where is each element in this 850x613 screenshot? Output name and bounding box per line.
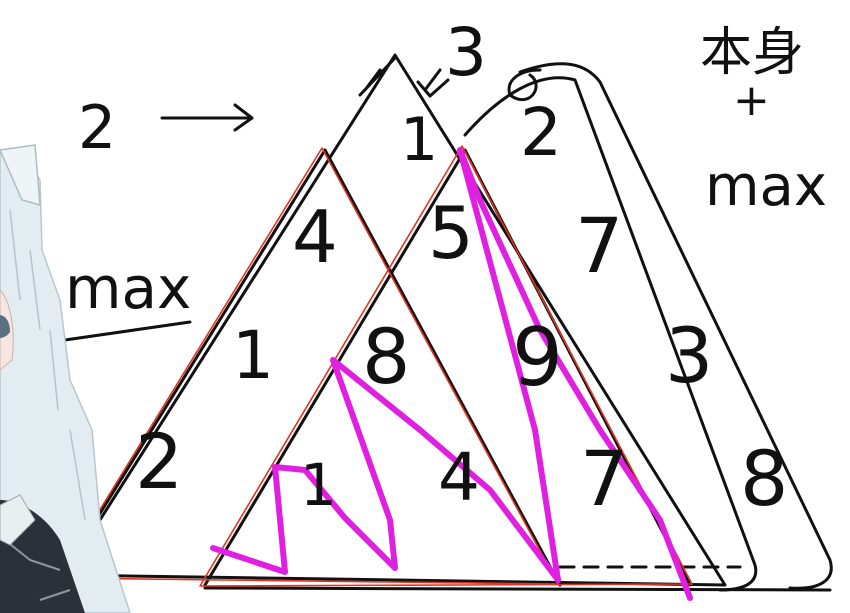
corner-text-top: 本身 xyxy=(700,23,804,83)
left-max-underline xyxy=(63,320,192,342)
baseline xyxy=(203,586,832,592)
tri-num-r4-4: 7 xyxy=(580,434,628,523)
left-max-label: max xyxy=(65,254,191,322)
top-number: 3 xyxy=(445,14,487,91)
tri-num-r1-2: 2 xyxy=(520,94,562,171)
red-left-outline xyxy=(57,147,559,585)
tri-num-r4-3: 4 xyxy=(438,439,480,516)
tri-num-r4-5: 8 xyxy=(740,434,788,523)
arrow-label: 2 xyxy=(78,93,116,163)
tri-num-r3-2: 8 xyxy=(362,312,410,401)
tri-num-r3-3: 9 xyxy=(512,311,563,404)
red-right-outline xyxy=(199,145,693,587)
corner-text-bottom: max xyxy=(705,154,827,219)
anime-character-avatar xyxy=(0,144,131,613)
back-triangle-outline xyxy=(518,62,833,590)
corner-plus: + xyxy=(733,75,770,126)
tri-num-r3-4: 3 xyxy=(665,311,713,400)
character-eye xyxy=(0,315,10,338)
middle-triangle-outline xyxy=(463,76,758,592)
top-arrow-right xyxy=(416,68,450,98)
character-hair-strands xyxy=(9,209,86,521)
top-arrow-left xyxy=(358,56,397,97)
tri-num-r2-1: 4 xyxy=(292,195,338,279)
left-arrow-icon xyxy=(160,103,254,132)
main-triangle-outline xyxy=(63,53,727,587)
tri-num-r4-1: 2 xyxy=(135,417,183,506)
tri-num-r1-1: 1 xyxy=(400,105,438,175)
inner-left-triangle xyxy=(58,148,562,587)
character-collar xyxy=(0,494,36,546)
tri-num-r4-2: 1 xyxy=(300,451,337,519)
magenta-path-right xyxy=(457,147,693,601)
character-outfit-detail xyxy=(4,539,71,601)
character-ear xyxy=(0,144,41,207)
magenta-path-left xyxy=(210,357,561,583)
tri-num-r3-1: 1 xyxy=(232,317,274,394)
curl-arrow xyxy=(507,68,542,102)
tri-num-r2-3: 7 xyxy=(575,201,623,290)
tri-num-r2-2: 5 xyxy=(428,191,474,275)
